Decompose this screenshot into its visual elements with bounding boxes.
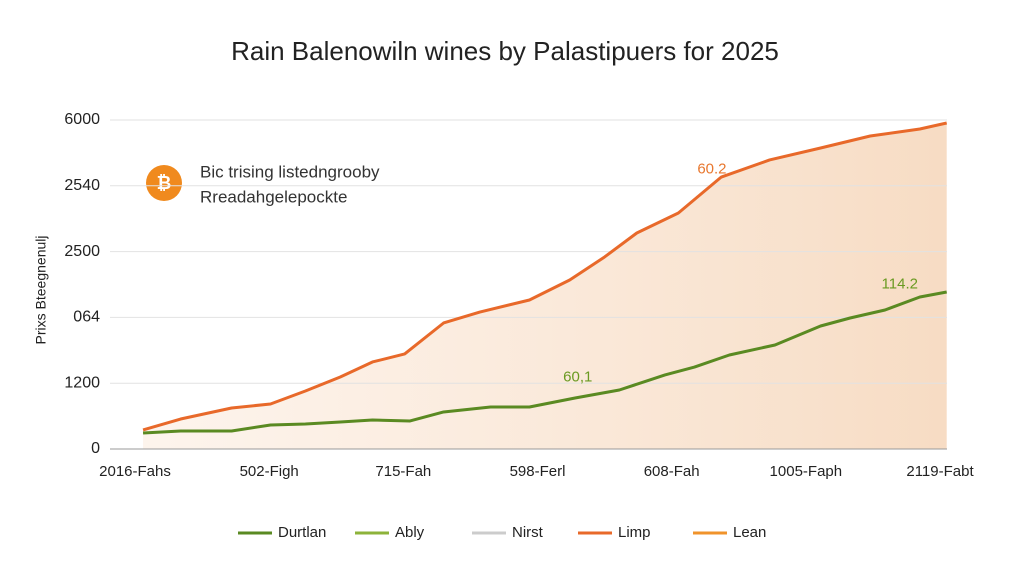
coin-symbol: ₿ (157, 173, 172, 193)
y-tick-label: 0 (91, 440, 100, 457)
y-tick-label: 064 (73, 309, 100, 326)
coin-icon (146, 165, 182, 201)
line (142, 290, 947, 435)
legend-label: Nirst (512, 524, 544, 541)
legend-label: Limp (618, 524, 651, 541)
legend-label: Durtlan (278, 524, 326, 541)
x-tick-label: 1005-Faph (770, 463, 843, 480)
annotation: 60,1 (563, 369, 592, 386)
x-tick-label: 608-Fah (644, 463, 700, 480)
x-tick-label: 598-Ferl (510, 463, 566, 480)
x-tick-label: 715-Fah (375, 463, 431, 480)
y-tick-label: 1200 (64, 374, 100, 391)
y-tick-label: 6000 (64, 111, 100, 128)
x-tick-label: 2119-Fabt (906, 463, 974, 480)
x-tick-label: 2016-Fahs (99, 463, 171, 480)
info-line: Bic trising listedngrooby (200, 162, 380, 181)
legend-label: Ably (395, 524, 425, 541)
line (142, 121, 948, 432)
y-tick-label: 2500 (64, 243, 100, 260)
info-box: ₿ Bic trising listedngrooby Rreadahgelep… (146, 162, 380, 206)
info-line: Rreadahgelepockte (200, 187, 347, 206)
annotation: 114.2 (882, 275, 918, 292)
y-tick-label: 2540 (64, 177, 100, 194)
legend-label: Lean (733, 524, 766, 541)
annotation: 60.2 (697, 160, 726, 177)
x-tick-label: 502-Figh (240, 463, 299, 480)
y-axis-label: Prixs Bteegnenulj (33, 236, 49, 345)
area (143, 123, 947, 449)
chart-title: Rain Balenowiln wines by Palastipuers fo… (231, 36, 779, 66)
